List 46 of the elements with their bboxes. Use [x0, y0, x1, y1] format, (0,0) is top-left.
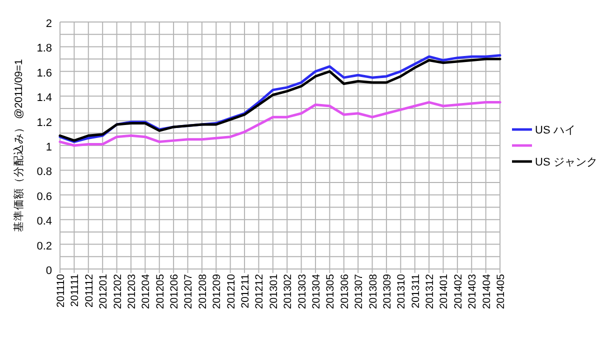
xtick: 201312 — [424, 274, 436, 310]
xtick: 201112 — [83, 274, 96, 308]
xtick: 201404 — [480, 274, 493, 310]
ylabel: 基準価額（分配込み） @2011/09=1 — [13, 59, 25, 232]
xtick: 201307 — [353, 274, 366, 310]
ytick: 0.2 — [36, 240, 52, 252]
xtick: 201212 — [254, 274, 266, 310]
legend-label: US ハイ — [535, 124, 576, 136]
xtick: 201206 — [168, 274, 181, 310]
xtick: 201311 — [410, 274, 422, 308]
xtick: 201209 — [211, 274, 224, 310]
xtick: 201401 — [438, 274, 450, 310]
xtick: 201303 — [296, 274, 308, 310]
xtick: 201111 — [69, 274, 82, 307]
xtick: 201308 — [367, 274, 380, 310]
xtick: 201305 — [324, 274, 337, 310]
ytick: 1 — [46, 142, 52, 154]
ytick: 1.4 — [36, 92, 52, 104]
xtick: 201205 — [154, 274, 166, 310]
xtick: 201208 — [196, 274, 209, 310]
xtick: 201210 — [225, 274, 238, 310]
xtick: 201306 — [338, 274, 351, 310]
ytick: 0.6 — [36, 190, 52, 203]
xtick: 201301 — [268, 274, 280, 310]
ytick: 0.4 — [36, 216, 52, 228]
xtick: 201201 — [98, 274, 110, 310]
ytick: 2 — [46, 18, 52, 30]
ytick: 1.8 — [36, 42, 52, 55]
xtick: 201207 — [182, 274, 195, 310]
xtick: 201403 — [466, 274, 479, 310]
ytick: 1.2 — [36, 116, 52, 129]
xtick: 201110 — [55, 274, 67, 308]
ytick: 1.6 — [36, 67, 52, 80]
xtick: 201211 — [240, 274, 252, 308]
xtick: 201402 — [452, 274, 464, 310]
xtick: 201310 — [396, 274, 408, 310]
xtick: 201204 — [140, 274, 152, 310]
xtick: 201304 — [310, 274, 322, 310]
ytick: 0 — [46, 265, 52, 277]
xtick: 201309 — [381, 274, 394, 310]
legend-label: US ジャンク — [535, 156, 598, 168]
xtick: 201302 — [282, 274, 294, 310]
xtick: 201203 — [126, 274, 138, 310]
xtick: 201405 — [495, 274, 507, 310]
xtick: 201202 — [112, 274, 124, 310]
ytick: 0.8 — [36, 166, 52, 178]
